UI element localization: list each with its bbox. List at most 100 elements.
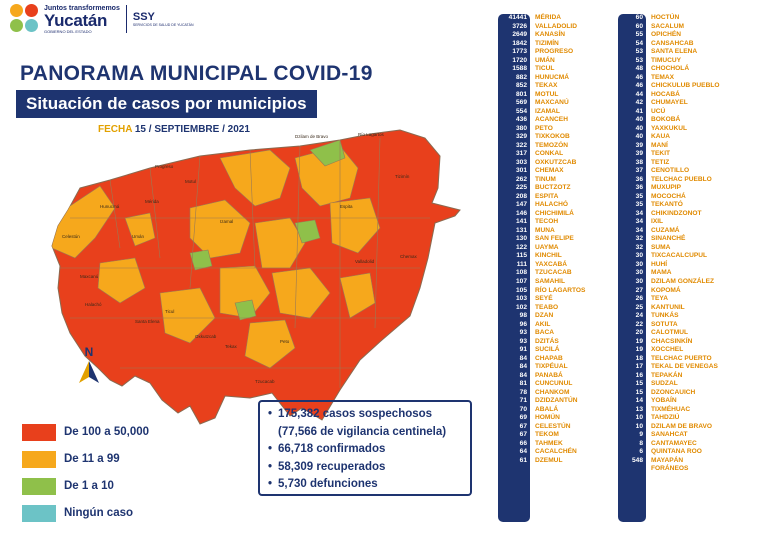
legend-swatch — [22, 477, 56, 495]
municipality-name: DZILAM DE BRAVO — [651, 422, 713, 430]
case-count: 882 — [515, 73, 527, 81]
municipality-name: OPICHÉN — [651, 31, 682, 39]
municipality-name: CHACSINKÍN — [651, 337, 693, 345]
case-count: 42 — [635, 99, 643, 107]
municipality-name: TUNKÁS — [651, 312, 679, 320]
municipality-name: QUINTANA ROO — [651, 448, 702, 456]
municipality-name: CUNCUNUL — [535, 380, 573, 388]
municipality-name: SUDZAL — [651, 380, 678, 388]
municipality-name: YAXCABÁ — [535, 260, 567, 268]
legend-label: Ningún caso — [64, 507, 134, 519]
case-count: 40 — [635, 133, 643, 141]
case-count: 37 — [635, 167, 643, 175]
municipality-name: HOCABÁ — [651, 90, 680, 98]
case-count: 15 — [635, 388, 643, 396]
map-label: Espita — [340, 204, 353, 209]
case-count: 55 — [635, 31, 643, 39]
municipality-name: TETIZ — [651, 158, 670, 166]
case-count: 14 — [635, 397, 643, 405]
municipality-name: SUMA — [651, 243, 671, 251]
municipality-name: SANTA ELENA — [651, 48, 698, 56]
municipality-name: CHUMAYEL — [651, 99, 688, 107]
stat-deaths: • 5,730 defunciones — [268, 478, 378, 490]
region-west-coast — [52, 185, 116, 259]
map-labels: Dzilam de Bravo Río Lagartos Progreso Mé… — [62, 132, 418, 384]
case-count: 2649 — [512, 31, 527, 39]
case-count: 93 — [519, 337, 527, 345]
case-count: 32 — [635, 243, 643, 251]
municipality-name: UCÚ — [651, 107, 666, 115]
region-south-1 — [159, 287, 216, 344]
region-center-3 — [219, 265, 271, 319]
municipality-name: MUNA — [535, 226, 555, 234]
date-label: FECHA — [98, 124, 133, 135]
municipality-name: CALOTMUL — [651, 329, 688, 337]
case-count: 225 — [515, 184, 527, 192]
case-count: 96 — [519, 320, 527, 328]
region-green-2 — [294, 219, 321, 244]
region-center-4 — [271, 267, 331, 319]
case-count: 39 — [635, 150, 643, 158]
case-count: 35 — [635, 192, 643, 200]
municipality-name: TEKANTÓ — [651, 201, 683, 209]
case-count: 24 — [635, 312, 643, 320]
case-count: 30 — [635, 277, 643, 285]
case-count: 317 — [515, 150, 527, 158]
case-count: 54 — [635, 39, 643, 47]
case-count: 67 — [519, 422, 527, 430]
map-label: Celestún — [62, 234, 80, 239]
municipality-name: MOCOCHÁ — [651, 192, 686, 200]
case-count: 329 — [515, 133, 527, 141]
map-label: Valladolid — [355, 259, 375, 264]
municipality-name: TZUCACAB — [535, 269, 572, 277]
date-line: FECHA 15 / SEPTIEMBRE / 2021 — [98, 124, 250, 135]
legend-item: De 100 a 50,000 — [22, 422, 149, 442]
case-count: 81 — [519, 380, 527, 388]
municipality-name: HOCTÚN — [651, 14, 680, 21]
case-count: 130 — [515, 235, 527, 243]
municipality-name: TEPAKÁN — [651, 371, 683, 379]
municipality-name: CANTAMAYEC — [651, 439, 697, 447]
case-count: 16 — [635, 371, 643, 379]
case-count: 41441 — [508, 14, 527, 21]
municipality-name: ACANCEH — [535, 116, 568, 124]
case-count: 6 — [639, 448, 643, 456]
north-compass: N — [77, 345, 101, 389]
map-label: Ticul — [165, 309, 174, 314]
map-label: Izamal — [220, 219, 233, 224]
municipality-name: YOBAÍN — [651, 397, 677, 405]
municipality-name: TEABO — [535, 303, 559, 311]
case-count: 105 — [515, 286, 527, 294]
region-west-3 — [124, 212, 156, 247]
municipality-name: TIXCACALCUPUL — [651, 252, 708, 260]
case-count: 10 — [635, 422, 643, 430]
map-label: Progreso — [155, 164, 174, 169]
municipality-name: TELCHAC PUERTO — [651, 354, 712, 362]
region-center-1 — [189, 199, 251, 259]
case-count: 32 — [635, 235, 643, 243]
case-count: 569 — [515, 99, 527, 107]
municipality-name: SANAHCAT — [651, 431, 688, 439]
case-count: 208 — [515, 192, 527, 200]
municipality-name: TIXKOKOB — [535, 133, 570, 141]
municipality-name: ABALÁ — [535, 405, 559, 413]
legend-item: De 11 a 99 — [22, 449, 149, 469]
cases-column-1-numbers: 41441 3726 2649 1842 1773 1720 1588 882 852 801 56… — [498, 14, 530, 465]
case-count: 436 — [515, 116, 527, 124]
case-count: 40 — [635, 124, 643, 132]
region-north-central — [219, 149, 291, 207]
municipality-name: CHOCHOLÁ — [651, 65, 690, 73]
municipality-name: RÍO LAGARTOS — [535, 286, 586, 294]
map-label: Tizimín — [395, 174, 410, 179]
case-count: 53 — [635, 56, 643, 64]
case-count: 35 — [635, 201, 643, 209]
municipality-name: CACALCHÉN — [535, 448, 577, 456]
case-count: 115 — [516, 252, 527, 260]
map-label: Chemax — [400, 254, 418, 259]
case-count: 111 — [516, 260, 527, 268]
case-count: 122 — [515, 243, 527, 251]
case-count: 27 — [635, 286, 643, 294]
case-count: 108 — [515, 269, 527, 277]
municipality-name: HUHÍ — [651, 260, 668, 268]
cases-column-1-names: MÉRIDA VALLADOLID KANASÍN TIZIMÍN PROGRESO UM… — [535, 14, 615, 465]
